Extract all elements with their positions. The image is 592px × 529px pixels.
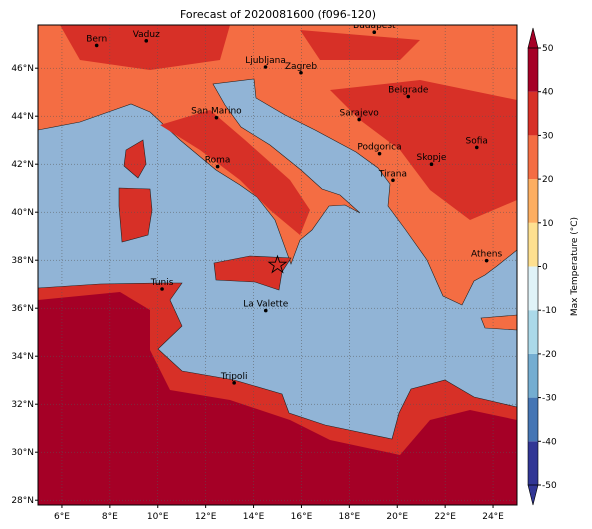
city-label: Skopje [417, 153, 447, 163]
city-dot [372, 30, 377, 34]
y-tick-label: 34°N [11, 352, 34, 362]
city-label: Podgorica [357, 143, 401, 153]
city-dot [160, 287, 164, 291]
city-dot [299, 70, 303, 75]
city-label: Tunis [150, 278, 174, 288]
colorbar-label: Max Temperature (°C) [570, 217, 580, 316]
city-label: Ljubljana [245, 56, 286, 66]
city-label: La Valette [243, 300, 288, 310]
city-dot [484, 258, 489, 263]
colorbar-tick-label: 20 [542, 175, 554, 185]
colorbar-band [528, 179, 538, 223]
city-dot [429, 162, 434, 166]
city-label: San Marino [191, 107, 242, 117]
city-dot [232, 381, 236, 385]
y-tick-label: 40°N [11, 208, 34, 218]
city-label: Budapest [353, 21, 396, 31]
map-frame [37, 24, 518, 506]
colorbar-band [528, 135, 538, 180]
x-tick-label: 20°E [386, 512, 408, 522]
city-label: Sarajevo [340, 109, 380, 119]
colorbar-band [528, 441, 538, 485]
city-dot [94, 43, 99, 48]
forecast-marker [267, 254, 288, 274]
city-label: Belgrade [388, 86, 429, 96]
city-dot [377, 151, 382, 156]
y-tick-label: 32°N [11, 400, 34, 410]
city-dot [215, 164, 220, 169]
y-tick-label: 36°N [11, 304, 34, 314]
colorbar-band [528, 222, 538, 267]
y-tick-label: 38°N [11, 256, 34, 266]
city-dot [263, 65, 268, 69]
city-label: Tripoli [220, 372, 248, 382]
x-tick-label: 18°E [339, 512, 361, 522]
colorbar-tick-label: -30 [542, 394, 557, 404]
grid [38, 25, 517, 505]
city-label: Roma [205, 156, 231, 166]
x-tick-label: 14°E [243, 512, 265, 522]
colorbar-band [528, 48, 538, 92]
colorbar-band [528, 266, 538, 311]
colorbar: -50 -40 -30 -20 -10 0 10 20 30 40 50 Max Temperatur… [527, 27, 580, 506]
y-tick-label: 30°N [11, 448, 34, 458]
city-label: Zagreb [285, 62, 317, 72]
title: Forecast of 2020081600 (f096-120) [180, 8, 376, 21]
y-tick-label: 28°N [11, 496, 34, 506]
colorbar-tick-label: 0 [542, 263, 548, 273]
x-tick-label: 16°E [291, 512, 313, 522]
city-dot [406, 94, 411, 99]
colorbar-extend-top [527, 27, 539, 49]
x-tick-label: 6°E [54, 512, 70, 522]
x-tick-label: 12°E [195, 512, 217, 522]
warm-patch [60, 25, 517, 235]
y-tick-label: 46°N [11, 64, 34, 74]
colorbar-band [528, 91, 538, 136]
colorbar-tick-label: 50 [542, 44, 554, 54]
crete [480, 314, 517, 331]
sardinia [118, 187, 153, 243]
city-label: Tirana [378, 169, 407, 179]
axes: 6°E 8°E 10°E 12°E 14°E 16°E 18°E 20°E 22°E 24°E 28… [11, 64, 504, 522]
city-dot [391, 178, 395, 183]
y-tick-label: 44°N [11, 112, 34, 122]
colorbar-tick-label: 30 [542, 131, 554, 141]
city-dot [357, 117, 361, 122]
x-tick-label: 22°E [434, 512, 456, 522]
colorbar-tick-label: 10 [542, 219, 554, 229]
colorbar-extend-bottom [527, 484, 539, 506]
city-label: Vaduz [133, 30, 160, 40]
colorbar-tick-label: -10 [542, 306, 557, 316]
city-dot [263, 308, 268, 313]
colorbar-tick-label: -20 [542, 350, 557, 360]
x-tick-label: 10°E [147, 512, 169, 522]
corsica [123, 139, 147, 179]
colorbar-tick-label: 40 [542, 88, 554, 98]
city-label: Sofia [466, 136, 488, 146]
x-tick-label: 24°E [482, 512, 504, 522]
city-dot [144, 39, 149, 43]
y-tick-label: 42°N [11, 160, 34, 170]
city-label: Bern [86, 34, 107, 44]
colorbar-band [528, 353, 538, 398]
colorbar-band [528, 397, 538, 442]
colorbar-tick-label: -40 [542, 437, 557, 447]
city-dot [474, 145, 479, 150]
colorbar-band [528, 310, 538, 354]
city-label: Athens [471, 250, 502, 260]
colorbar-tick-label: -50 [542, 481, 557, 491]
city-dot [214, 115, 219, 120]
x-tick-label: 8°E [102, 512, 118, 522]
